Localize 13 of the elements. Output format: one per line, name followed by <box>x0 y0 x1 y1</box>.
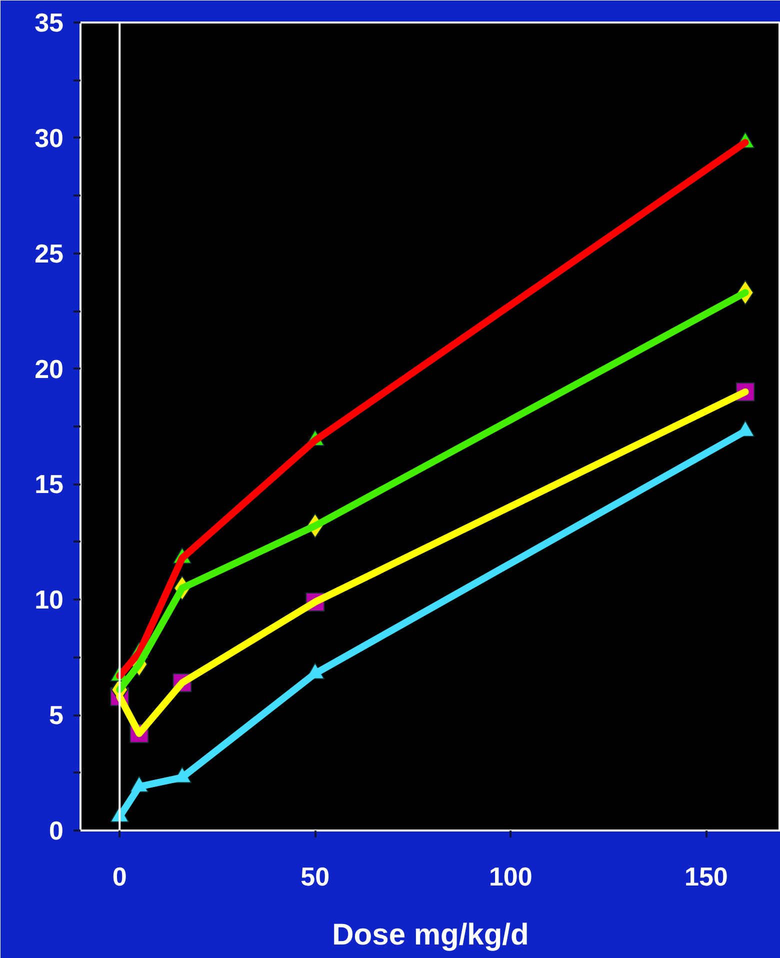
x-tick-label: 150 <box>684 862 728 892</box>
y-tick-label: 25 <box>34 238 64 268</box>
y-tick-label: 20 <box>34 354 64 384</box>
x-axis-title: Dose mg/kg/d <box>332 918 529 952</box>
y-tick-label: 30 <box>34 122 64 153</box>
y-tick-label: 15 <box>34 469 64 500</box>
x-tick-label: 0 <box>112 862 127 892</box>
x-tick-label: 50 <box>300 862 330 892</box>
y-tick-label: 10 <box>34 584 64 615</box>
x-tick-label: 100 <box>488 862 532 892</box>
y-tick-label: 35 <box>34 8 64 38</box>
y-tick-label: 5 <box>49 700 64 730</box>
y-tick-label: 0 <box>49 816 64 846</box>
